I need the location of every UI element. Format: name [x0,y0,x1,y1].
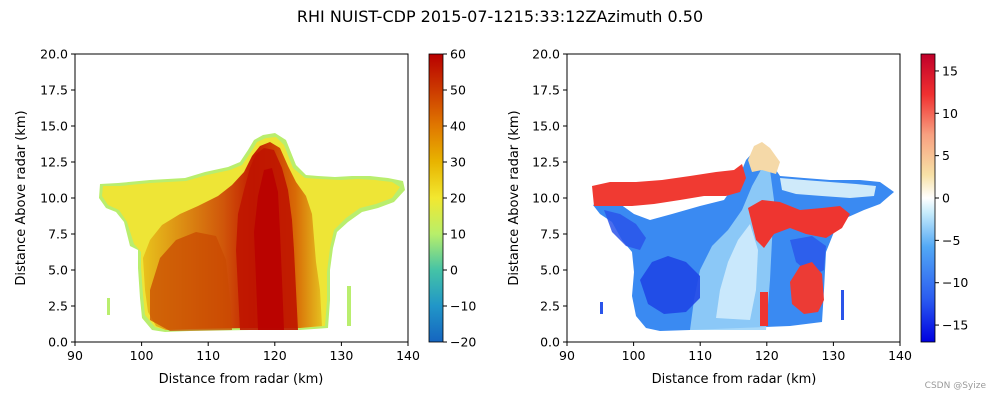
ylabel-right: Distance Above radar (km) [507,110,522,285]
x-tick-label: 100 [622,348,646,363]
colorbar-tick-label: 20 [450,191,466,206]
colorbar-tick-label: 0 [942,191,950,206]
y-tick-label: 5.0 [48,263,68,278]
colorbar-ticks-right: −15 −10 −5 0 5 10 15 [935,63,968,333]
y-tick-label: 2.5 [48,299,68,314]
velocity-pale-zone [716,224,758,320]
velocity-isolated-left [600,302,603,314]
y-tick-label: 5.0 [540,263,560,278]
xlabel-left: Distance from radar (km) [159,372,324,387]
y-tick-label: 15.0 [40,119,68,134]
y-tick-label: 12.5 [532,155,560,170]
colorbar-tick-label: 30 [450,155,466,170]
weak-echo-right [347,286,351,326]
colorbar-left [428,53,444,343]
x-tick-label: 110 [196,348,220,363]
echo-core-streak [254,168,284,330]
velocity-dark-patch-2 [604,210,646,250]
y-tick-label: 0.0 [48,335,68,350]
x-tick-label: 100 [130,348,154,363]
x-tick-label: 130 [821,348,845,363]
colorbar-tick-label: −10 [450,299,476,314]
x-tick-label: 130 [329,348,353,363]
panel-reflectivity: 90 100 110 120 130 1400.02.55.07.510.012.515.… [14,47,476,388]
colorbar-tick-label: 10 [450,227,466,242]
y-tick-label: 10.0 [40,191,68,206]
velocity-outbound-mid [748,200,850,248]
reflectivity-field [99,133,405,332]
colorbar-tick-label: 50 [450,83,466,98]
x-tick-label: 140 [396,348,420,363]
y-tick-label: 15.0 [532,119,560,134]
weak-echo-left [107,298,110,315]
axes-left: 90 100 110 120 130 140 0.0 2.5 5.0 7.5 10.0 12.5 15.… [40,47,420,364]
x-tick-label: 110 [688,348,712,363]
figure-title: RHI NUIST-CDP 2015-07-1215:33:12ZAzimuth… [297,7,703,26]
colorbar-tick-label: 40 [450,119,466,134]
colorbar-tick-label: 5 [942,148,950,163]
x-tick-label: 140 [888,348,912,363]
colorbar-tick-label: 15 [942,63,958,78]
velocity-dark-patch [640,256,700,314]
y-tick-label: 20.0 [532,47,560,62]
y-tick-label: 17.5 [532,83,560,98]
velocity-field [592,142,894,331]
y-tick-label: 0.0 [540,335,560,350]
y-tick-label: 2.5 [540,299,560,314]
y-tick-label: 10.0 [532,191,560,206]
colorbar-tick-label: 60 [450,47,466,62]
colorbar-tick-label: 0 [450,263,458,278]
x-tick-label: 120 [755,348,779,363]
y-tick-label: 17.5 [40,83,68,98]
y-tick-label: 7.5 [48,227,68,242]
velocity-top-pale [780,178,876,198]
colorbar-tick-label: −10 [942,275,968,290]
velocity-isolated-right [841,290,844,320]
velocity-outbound-sliver [760,292,768,326]
colorbar-right [920,53,936,343]
colorbar-tick-label: 10 [942,106,958,121]
watermark: CSDN @Syize [925,381,987,391]
panel-velocity: 90 100 110 120 130 1400.02.55.07.510.012.515.… [507,47,968,388]
colorbar-tick-label: −15 [942,318,968,333]
velocity-outbound-low [790,262,824,314]
y-tick-label: 20.0 [40,47,68,62]
x-tick-label: 120 [263,348,287,363]
x-tick-label: 90 [67,348,83,363]
ylabel-left: Distance Above radar (km) [14,110,29,285]
velocity-top-cap [748,142,780,174]
xlabel-right: Distance from radar (km) [652,372,817,387]
y-tick-label: 7.5 [540,227,560,242]
colorbar-tick-label: −5 [942,233,960,248]
echo-lower-left [150,232,232,331]
velocity-dark-patch-3 [790,236,826,276]
colorbar-tick-label: −20 [450,335,476,350]
x-tick-label: 90 [559,348,575,363]
velocity-outbound-layer [592,164,746,206]
colorbar-ticks-left: −20 −10 0 10 20 30 40 50 60 [443,47,476,350]
axes-right: 90 100 110 120 130 140 0.0 2.5 5.0 7.5 10.0 12.5 15.… [532,47,912,364]
y-tick-label: 12.5 [40,155,68,170]
